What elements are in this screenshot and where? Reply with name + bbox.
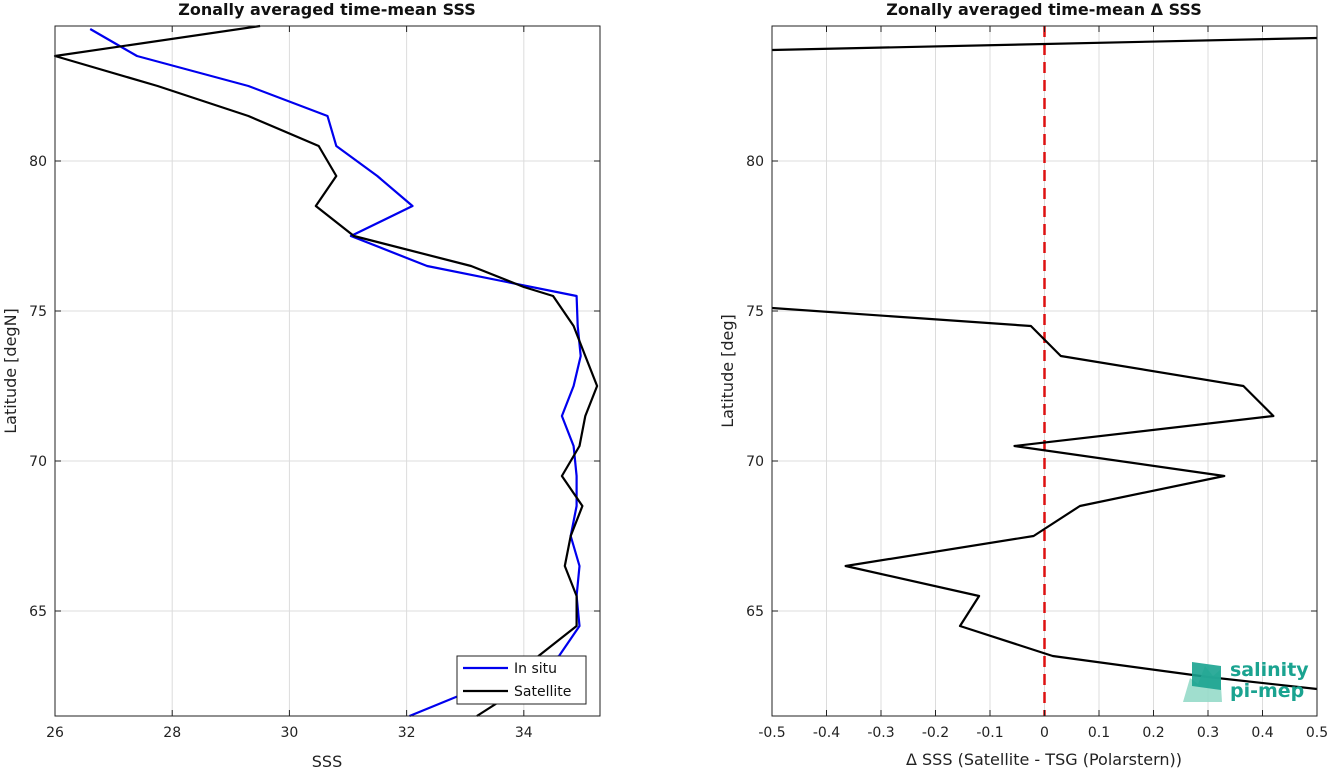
right-xtick-label-9: 0.4 bbox=[1251, 725, 1273, 741]
right-ytick-label-0: 65 bbox=[746, 604, 764, 620]
right-series-line-0 bbox=[771, 36, 1318, 52]
left-series-line-1 bbox=[53, 24, 599, 717]
left-axis-box bbox=[54, 25, 601, 717]
left-ticks: 26 28 30 32 34 65 70 75 80 bbox=[29, 26, 600, 741]
salinity-pi-mep-logo: salinity pi-mep bbox=[1183, 659, 1309, 702]
legend-label-satellite: Satellite bbox=[514, 684, 571, 700]
right-xtick-label-3: -0.2 bbox=[922, 725, 949, 741]
left-plot-area bbox=[55, 26, 600, 716]
left-xlabel: SSS bbox=[312, 752, 342, 769]
right-xtick-label-6: 0.1 bbox=[1088, 725, 1110, 741]
left-ytick-label-0: 65 bbox=[29, 604, 47, 620]
right-xtick-label-5: 0 bbox=[1040, 725, 1049, 741]
left-ylabel: Latitude [degN] bbox=[1, 308, 20, 434]
left-lines bbox=[53, 24, 599, 718]
right-ylabel: Latitude [deg] bbox=[718, 314, 737, 428]
left-ytick-label-3: 80 bbox=[29, 154, 47, 170]
logo-flag-icon bbox=[1192, 662, 1221, 690]
legend-box bbox=[456, 655, 587, 705]
right-xtick-label-0: -0.5 bbox=[758, 725, 785, 741]
right-xtick-label-8: 0.3 bbox=[1197, 725, 1219, 741]
left-xtick-label-2: 30 bbox=[280, 725, 298, 741]
legend-label-in-situ: In situ bbox=[514, 661, 557, 677]
right-ytick-label-3: 80 bbox=[746, 154, 764, 170]
left-xtick-label-0: 26 bbox=[46, 725, 64, 741]
right-ytick-label-1: 70 bbox=[746, 454, 764, 470]
right-xtick-label-2: -0.3 bbox=[867, 725, 894, 741]
right-xtick-label-1: -0.4 bbox=[813, 725, 840, 741]
right-xtick-label-7: 0.2 bbox=[1142, 725, 1164, 741]
logo-line2: pi-mep bbox=[1230, 680, 1304, 702]
left-ytick-label-1: 70 bbox=[29, 454, 47, 470]
left-title: Zonally averaged time-mean SSS bbox=[178, 0, 476, 19]
left-xtick-label-4: 34 bbox=[515, 725, 533, 741]
left-ytick-label-2: 75 bbox=[29, 304, 47, 320]
right-ytick-label-2: 75 bbox=[746, 304, 764, 320]
left-xtick-label-3: 32 bbox=[398, 725, 416, 741]
right-series-line-1 bbox=[771, 306, 1318, 691]
right-ticks: -0.5 -0.4 -0.3 -0.2 -0.1 0 0.1 0.2 0.3 0.4 0.5 65 70… bbox=[746, 26, 1328, 741]
right-panel: -0.5 -0.4 -0.3 -0.2 -0.1 0 0.1 0.2 0.3 0.4 0.5 65 70… bbox=[718, 0, 1328, 769]
left-panel: 26 28 30 32 34 65 70 75 80 Zonally averaged time… bbox=[1, 0, 601, 769]
right-title: Zonally averaged time-mean Δ SSS bbox=[886, 0, 1202, 19]
right-lines bbox=[771, 26, 1318, 716]
right-xlabel: Δ SSS (Satellite - TSG (Polarstern)) bbox=[906, 750, 1182, 769]
legend: In situ Satellite bbox=[456, 655, 587, 705]
logo-line1: salinity bbox=[1230, 659, 1309, 681]
right-xtick-label-4: -0.1 bbox=[976, 725, 1003, 741]
left-xtick-label-1: 28 bbox=[163, 725, 181, 741]
right-xtick-label-10: 0.5 bbox=[1306, 725, 1328, 741]
